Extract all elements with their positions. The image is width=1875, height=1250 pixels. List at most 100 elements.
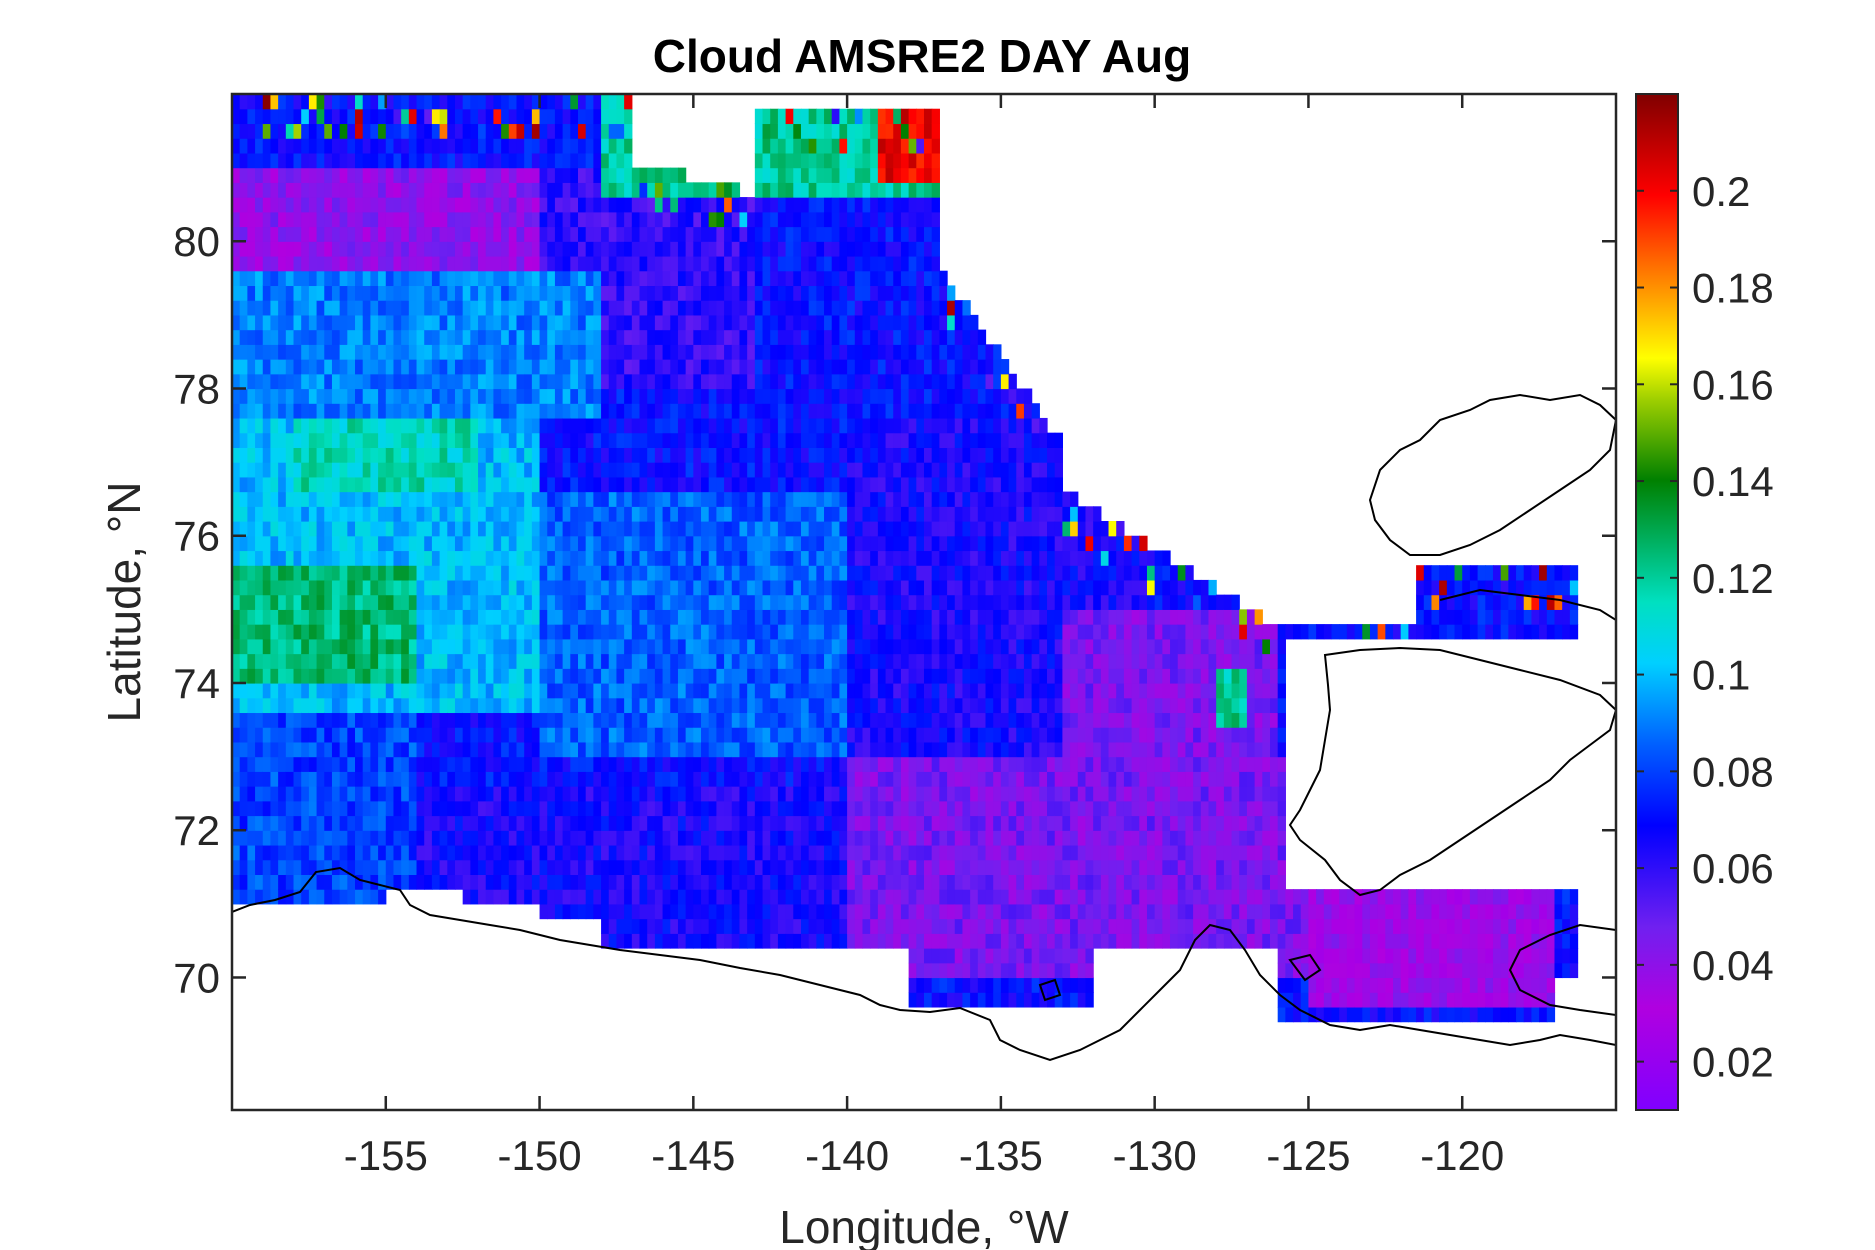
heatmap-cell: [831, 682, 841, 699]
heatmap-cell: [462, 285, 471, 301]
heatmap-cell: [339, 830, 348, 846]
heatmap-cell: [285, 270, 295, 287]
heatmap-cell: [331, 624, 341, 640]
heatmap-cell: [693, 197, 702, 213]
heatmap-cell: [639, 314, 648, 331]
heatmap-cell: [547, 830, 556, 846]
heatmap-cell: [816, 285, 825, 301]
heatmap-cell: [708, 918, 717, 934]
heatmap-cell: [900, 933, 910, 949]
heatmap-cell: [247, 300, 256, 316]
heatmap-cell: [877, 521, 887, 537]
heatmap-cell: [793, 506, 802, 522]
heatmap-cell: [593, 241, 602, 257]
heatmap-cell: [654, 462, 664, 478]
heatmap-cell: [393, 491, 402, 507]
heatmap-cell: [793, 535, 802, 552]
heatmap-cell: [685, 521, 694, 537]
heatmap-cell: [677, 727, 687, 743]
heatmap-cell: [301, 403, 310, 419]
heatmap-cell: [831, 830, 841, 846]
heatmap-cell: [524, 432, 533, 448]
heatmap-cell: [247, 830, 256, 846]
heatmap-cell: [493, 859, 502, 875]
heatmap-cell: [362, 727, 371, 743]
heatmap-cell: [393, 270, 402, 287]
heatmap-cell: [893, 918, 902, 934]
heatmap-cell: [616, 314, 625, 331]
heatmap-cell: [639, 255, 648, 272]
heatmap-cell: [370, 138, 379, 154]
heatmap-cell: [785, 889, 794, 905]
heatmap-cell: [762, 344, 771, 360]
heatmap-cell: [747, 786, 756, 802]
heatmap-cell: [608, 624, 618, 640]
heatmap-cell: [324, 447, 333, 463]
heatmap-cell: [316, 417, 325, 434]
heatmap-cell: [900, 197, 910, 213]
heatmap-cell: [285, 682, 295, 699]
heatmap-cell: [624, 476, 633, 493]
heatmap-cell: [578, 771, 587, 787]
heatmap-cell: [808, 373, 817, 390]
heatmap-cell: [662, 756, 671, 772]
heatmap-cell: [854, 373, 864, 390]
heatmap-cell: [301, 344, 310, 360]
heatmap-cell: [285, 668, 295, 684]
heatmap-cell: [585, 653, 594, 669]
heatmap-cell: [247, 535, 256, 552]
heatmap-cell: [362, 388, 371, 404]
heatmap-cell: [578, 727, 587, 743]
heatmap-cell: [308, 712, 318, 728]
heatmap-cell: [839, 197, 848, 213]
heatmap-cell: [647, 771, 656, 787]
heatmap-cell: [454, 462, 464, 478]
heatmap-cell: [900, 152, 910, 169]
heatmap-cell: [831, 933, 841, 949]
heatmap-cell: [662, 815, 671, 831]
heatmap-cell: [908, 535, 917, 552]
heatmap-cell: [508, 844, 518, 861]
heatmap-cell: [439, 565, 448, 581]
heatmap-cell: [731, 903, 741, 920]
heatmap-cell: [654, 476, 664, 493]
heatmap-cell: [347, 197, 356, 213]
heatmap-cell: [578, 579, 587, 596]
heatmap-cell: [601, 815, 610, 831]
heatmap-cell: [701, 771, 710, 787]
heatmap-cell: [593, 741, 602, 758]
heatmap-cell: [547, 285, 556, 301]
heatmap-cell: [870, 491, 879, 507]
heatmap-cell: [408, 697, 418, 714]
heatmap-cell: [916, 314, 925, 331]
heatmap-cell: [401, 668, 410, 684]
heatmap-cell: [501, 123, 510, 139]
heatmap-cell: [355, 697, 364, 714]
heatmap-cell: [777, 800, 787, 817]
heatmap-cell: [331, 182, 341, 198]
heatmap-cell: [893, 152, 902, 169]
heatmap-cell: [639, 285, 648, 301]
heatmap-cell: [232, 491, 241, 507]
heatmap-cell: [816, 270, 825, 287]
heatmap-cell: [885, 285, 894, 301]
heatmap-cell: [462, 756, 471, 772]
heatmap-cell: [770, 535, 779, 552]
heatmap-cell: [731, 226, 741, 242]
heatmap-cell: [770, 506, 779, 522]
heatmap-cell: [370, 697, 379, 714]
heatmap-cell: [370, 889, 379, 905]
heatmap-cell: [270, 653, 279, 669]
heatmap-cell: [247, 786, 256, 802]
heatmap-cell: [385, 682, 395, 699]
heatmap-cell: [870, 859, 879, 875]
heatmap-cell: [462, 123, 471, 139]
heatmap-cell: [524, 682, 533, 699]
heatmap-cell: [508, 535, 518, 552]
heatmap-cell: [416, 786, 425, 802]
heatmap-cell: [854, 447, 864, 463]
heatmap-cell: [416, 653, 425, 669]
heatmap-cell: [493, 550, 502, 566]
heatmap-cell: [285, 476, 295, 493]
heatmap-cell: [693, 432, 702, 448]
